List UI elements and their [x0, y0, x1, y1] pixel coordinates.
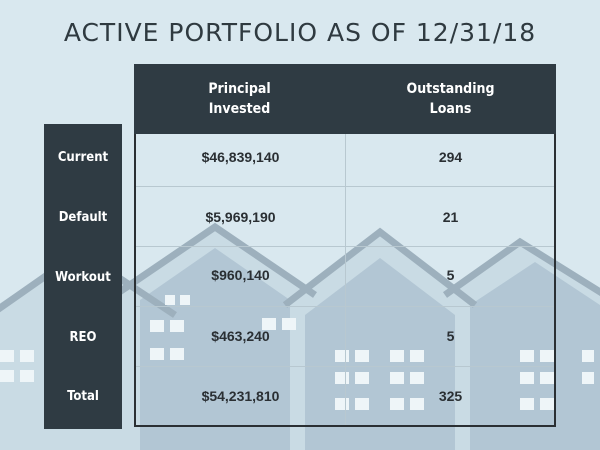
- cell-reo-principal: $463,240: [211, 328, 270, 344]
- column-header-principal: Principal Invested: [208, 81, 271, 117]
- row-labels-column: Current Default Workout REO Total: [44, 124, 122, 429]
- row-label-reo: REO: [69, 330, 97, 345]
- cell-total-loans: 325: [438, 388, 463, 404]
- page-title: ACTIVE PORTFOLIO AS OF 12/31/18: [63, 18, 537, 47]
- row-label-current: Current: [57, 150, 109, 165]
- cell-current-principal: $46,839,140: [201, 149, 280, 165]
- row-label-total: Total: [67, 389, 99, 404]
- cell-total-principal: $54,231,810: [201, 388, 280, 404]
- cell-current-loans: 294: [438, 149, 463, 165]
- row-label-workout: Workout: [55, 270, 111, 285]
- cell-workout-loans: 5: [446, 267, 455, 283]
- data-table: $46,839,140 294 $5,969,190 21 $960,140 5…: [134, 134, 556, 427]
- cell-default-principal: $5,969,190: [205, 209, 276, 225]
- row-label-default: Default: [58, 210, 108, 225]
- column-header-loans: Outstanding Loans: [406, 81, 495, 117]
- row-divider: [136, 246, 554, 247]
- cell-workout-principal: $960,140: [211, 267, 270, 283]
- cell-default-loans: 21: [442, 209, 459, 225]
- table-header: Principal Invested Outstanding Loans: [134, 64, 556, 134]
- row-divider: [136, 366, 554, 367]
- row-divider: [136, 186, 554, 187]
- cell-reo-loans: 5: [446, 328, 455, 344]
- column-divider: [345, 134, 346, 425]
- row-divider: [136, 306, 554, 307]
